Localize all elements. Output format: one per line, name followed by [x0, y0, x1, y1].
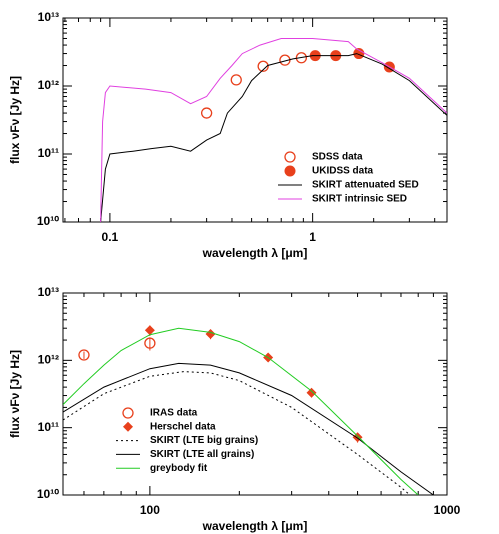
sed-line — [63, 362, 434, 495]
legend-label: UKIDSS data — [312, 166, 374, 177]
y-tick-label: 10¹⁰ — [37, 487, 59, 501]
x-tick-label: 1 — [309, 230, 316, 244]
data-point — [200, 107, 213, 119]
panel: 100 1000 10¹⁰ 10¹¹ 10¹² 10¹³ wavelength λ [μm]… — [8, 285, 460, 533]
legend-label: SKIRT (LTE big grains) — [150, 435, 258, 446]
data-point — [257, 60, 269, 72]
legend-swatch — [122, 407, 134, 419]
y-tick-label: 10¹² — [38, 353, 59, 367]
data-point — [144, 325, 155, 336]
legend-label: greybody fit — [150, 463, 208, 474]
legend-label: Herschel data — [150, 421, 216, 432]
legend-swatch — [123, 421, 133, 432]
x-tick-label: 0.1 — [102, 230, 119, 244]
data-point — [353, 48, 365, 60]
y-tick-label: 10¹¹ — [38, 420, 59, 434]
x-axis-label: wavelength λ [μm] — [202, 519, 308, 533]
y-tick-label: 10¹³ — [38, 285, 59, 299]
sed-line — [100, 53, 447, 222]
sed-line — [100, 38, 447, 222]
x-tick-label: 100 — [140, 503, 160, 517]
y-tick-label: 10¹¹ — [38, 146, 59, 160]
y-tick-label: 10¹² — [38, 78, 59, 92]
data-point — [295, 52, 308, 64]
y-tick-label: 10¹³ — [38, 10, 59, 24]
x-tick-label: 1000 — [434, 503, 461, 517]
y-tick-label: 10¹⁰ — [37, 214, 59, 228]
legend-swatch — [284, 165, 296, 177]
sed-line — [63, 327, 419, 495]
plot-frame — [62, 292, 448, 496]
x-axis-label: wavelength λ [μm] — [202, 246, 308, 260]
legend-label: SDSS data — [312, 152, 363, 163]
plot-frame — [62, 17, 448, 223]
sed-line — [63, 371, 411, 495]
legend-label: SKIRT attenuated SED — [312, 180, 419, 191]
legend-label: SKIRT intrinsic SED — [312, 194, 407, 205]
data-point — [78, 349, 90, 361]
legend-swatch — [284, 151, 296, 163]
data-point — [230, 74, 242, 86]
data-point — [306, 387, 317, 398]
y-axis-label: flux νFν [Jy Hz] — [8, 350, 22, 438]
y-axis-label: flux νFν [Jy Hz] — [8, 76, 22, 164]
data-point — [205, 329, 216, 340]
panel: 0.1 1 10¹⁰ 10¹¹ 10¹² 10¹³ wavelength λ [μm] flu… — [8, 10, 448, 260]
data-point — [144, 337, 156, 349]
legend-label: SKIRT (LTE all grains) — [150, 449, 254, 460]
legend-label: IRAS data — [150, 408, 198, 419]
